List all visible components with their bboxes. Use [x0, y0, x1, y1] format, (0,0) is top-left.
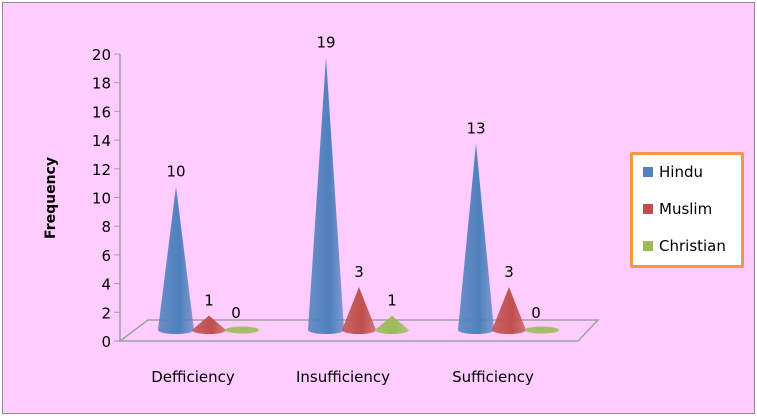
y-tick-label: 18	[92, 75, 111, 93]
cone-hindu	[458, 143, 494, 334]
y-tick-label: 0	[101, 333, 111, 351]
x-tick-label: Defficiency	[151, 368, 235, 386]
y-tick-label: 8	[101, 218, 111, 236]
data-label: 0	[531, 304, 541, 322]
cone-christian	[225, 326, 259, 334]
data-label: 3	[504, 263, 514, 281]
legend-label: Christian	[659, 237, 726, 255]
legend-item-muslim: Muslim	[643, 200, 712, 218]
x-tick-label: Sufficiency	[452, 368, 534, 386]
cone-christian	[375, 315, 409, 334]
y-axis-title: Frequency	[43, 157, 59, 239]
y-tick-label: 12	[92, 161, 111, 179]
data-label: 0	[231, 304, 241, 322]
data-label: 3	[354, 263, 364, 281]
legend-item-hindu: Hindu	[643, 163, 703, 181]
floor-plane	[117, 319, 600, 342]
legend: Hindu Muslim Christian	[630, 152, 744, 268]
cone-muslim	[492, 286, 526, 334]
y-tick-label: 2	[101, 304, 111, 322]
legend-label: Hindu	[659, 163, 703, 181]
legend-label: Muslim	[659, 200, 713, 218]
cone-muslim	[342, 286, 376, 334]
data-label: 13	[466, 119, 485, 137]
data-label: 1	[204, 292, 214, 310]
cone-christian	[525, 326, 559, 334]
cone-hindu	[308, 57, 344, 334]
data-label: 1	[387, 292, 397, 310]
legend-swatch-hindu	[643, 167, 653, 177]
x-tick-label: Insufficiency	[296, 368, 390, 386]
y-tick-label: 4	[101, 276, 111, 294]
legend-item-christian: Christian	[643, 237, 726, 255]
data-label: 10	[166, 163, 185, 181]
cone-muslim	[192, 315, 226, 334]
data-label: 19	[316, 33, 335, 51]
y-tick-label: 20	[92, 46, 111, 64]
y-tick-label: 14	[92, 132, 111, 150]
y-tick-label: 10	[92, 190, 111, 208]
legend-swatch-christian	[643, 241, 653, 251]
y-tick-label: 6	[101, 247, 111, 265]
y-tick-label: 16	[92, 103, 111, 121]
legend-swatch-muslim	[643, 204, 653, 214]
cone-hindu	[158, 186, 194, 334]
